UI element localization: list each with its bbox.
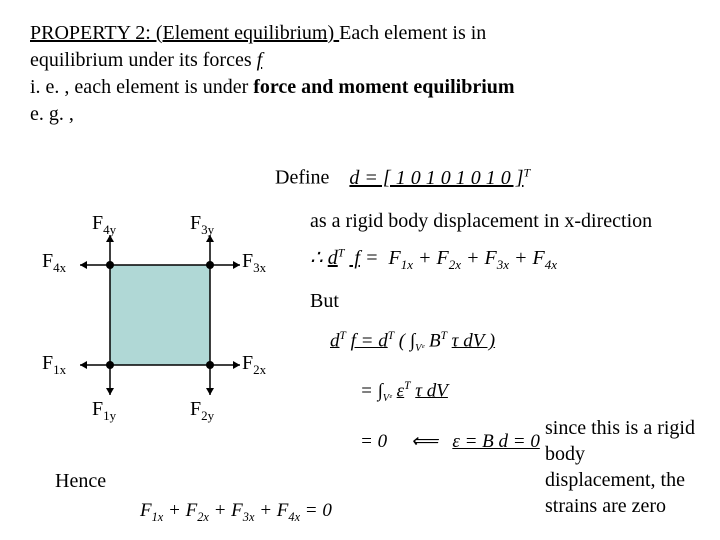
label-f2y: F2y	[190, 398, 214, 424]
paragraph-property: PROPERTY 2: (Element equilibrium) Each e…	[30, 20, 690, 128]
therefore-eq: ∴ dT f = F1x + F2x + F3x + F4x	[310, 245, 557, 273]
hence-text: Hence	[55, 470, 106, 493]
label-f3y: F3y	[190, 212, 214, 238]
diagram-svg	[40, 210, 270, 470]
force-diagram: F4y F3y F4x F3x F1x F2x F1y F2y	[40, 210, 270, 470]
define-word: Define	[275, 167, 329, 189]
label-f4y: F4y	[92, 212, 116, 238]
prop-title: PROPERTY 2: (Element equilibrium)	[30, 22, 339, 44]
zero-eq: = 0 ⟸ ε = B d = 0	[360, 430, 540, 453]
prop-line2a: equilibrium under its forces	[30, 49, 257, 71]
rigid-body-text: as a rigid body displacement in x-direct…	[310, 210, 652, 233]
prop-line4: e. g. ,	[30, 103, 74, 125]
but-text: But	[310, 290, 339, 313]
label-f2x: F2x	[242, 352, 266, 378]
since-block: since this is a rigid body displacement,…	[545, 415, 695, 519]
label-f1x: F1x	[42, 352, 66, 378]
prop-line3a: i. e. , each element is under	[30, 76, 253, 98]
hence-eq: F1x + F2x + F3x + F4x = 0	[140, 500, 332, 525]
integral-eq-2: = ∫Vᵉ εT τ dV	[360, 380, 448, 404]
define-line: Define d = [ 1 0 1 0 1 0 1 0 ]T	[275, 165, 530, 190]
prop-line1b: Each element is in	[339, 22, 486, 44]
label-f3x: F3x	[242, 250, 266, 276]
prop-line3b: force and moment equilibrium	[253, 76, 514, 98]
integral-eq-1: dT f = dT ( ∫Vᵉ BT τ dV )	[330, 330, 495, 354]
define-eq: d = [ 1 0 1 0 1 0 1 0 ]T	[349, 167, 530, 189]
label-f4x: F4x	[42, 250, 66, 276]
label-f1y: F1y	[92, 398, 116, 424]
prop-line2b: f	[257, 49, 263, 71]
